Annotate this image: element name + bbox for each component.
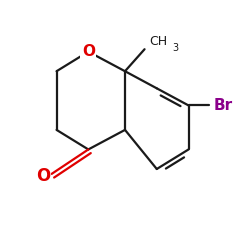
Text: O: O xyxy=(82,44,95,59)
Text: 3: 3 xyxy=(173,43,179,53)
Text: CH: CH xyxy=(150,36,168,49)
Text: Br: Br xyxy=(213,98,232,113)
Text: O: O xyxy=(36,167,50,185)
